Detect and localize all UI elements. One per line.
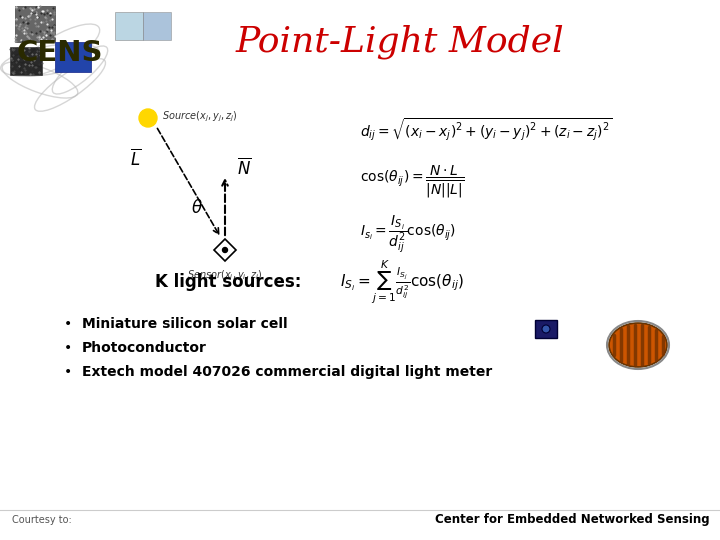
FancyBboxPatch shape — [55, 42, 91, 72]
Polygon shape — [214, 239, 236, 261]
FancyBboxPatch shape — [15, 6, 55, 42]
Text: •: • — [64, 317, 72, 331]
Text: Courtesy to:: Courtesy to: — [12, 515, 72, 525]
Text: $Sensor(x_i, y_i, z_i)$: $Sensor(x_i, y_i, z_i)$ — [187, 268, 263, 282]
Text: $Source(x_j, y_j, z_j)$: $Source(x_j, y_j, z_j)$ — [162, 110, 238, 124]
Circle shape — [139, 109, 157, 127]
Text: CENS: CENS — [16, 39, 102, 67]
Text: •: • — [64, 341, 72, 355]
Ellipse shape — [609, 323, 667, 367]
Text: •: • — [64, 365, 72, 379]
Text: $d_{ij} = \sqrt{(x_i - x_j)^2 + (y_i - y_j)^2 + (z_i - z_j)^2}$: $d_{ij} = \sqrt{(x_i - x_j)^2 + (y_i - y… — [360, 117, 613, 144]
Text: Photoconductor: Photoconductor — [82, 341, 207, 355]
Text: $I_{S_i} = \sum_{j=1}^{K} \frac{I_{S_j}}{d_{ij}^{2}} \cos(\theta_{ij})$: $I_{S_i} = \sum_{j=1}^{K} \frac{I_{S_j}}… — [340, 258, 464, 306]
FancyBboxPatch shape — [535, 320, 557, 338]
FancyBboxPatch shape — [143, 12, 171, 40]
FancyBboxPatch shape — [10, 47, 42, 75]
Circle shape — [222, 247, 228, 253]
Text: $\cos(\theta_{ij}) = \dfrac{N \cdot L}{\overline{|N|}\overline{|L|}}$: $\cos(\theta_{ij}) = \dfrac{N \cdot L}{\… — [360, 164, 464, 200]
FancyBboxPatch shape — [115, 12, 143, 40]
Text: K light sources:: K light sources: — [155, 273, 302, 291]
Text: Center for Embedded Networked Sensing: Center for Embedded Networked Sensing — [436, 514, 710, 526]
Text: $\theta$: $\theta$ — [191, 199, 203, 217]
Text: $\overline{L}$: $\overline{L}$ — [130, 148, 142, 170]
Text: Point-Light Model: Point-Light Model — [235, 25, 564, 59]
Text: $\overline{N}$: $\overline{N}$ — [237, 158, 251, 179]
Text: Extech model 407026 commercial digital light meter: Extech model 407026 commercial digital l… — [82, 365, 492, 379]
Text: $I_{s_i} = \dfrac{I_{S_i}}{d_{ij}^{2}} \cos(\theta_{ij})$: $I_{s_i} = \dfrac{I_{S_i}}{d_{ij}^{2}} \… — [360, 213, 456, 254]
Circle shape — [542, 325, 550, 333]
Text: Miniature silicon solar cell: Miniature silicon solar cell — [82, 317, 287, 331]
